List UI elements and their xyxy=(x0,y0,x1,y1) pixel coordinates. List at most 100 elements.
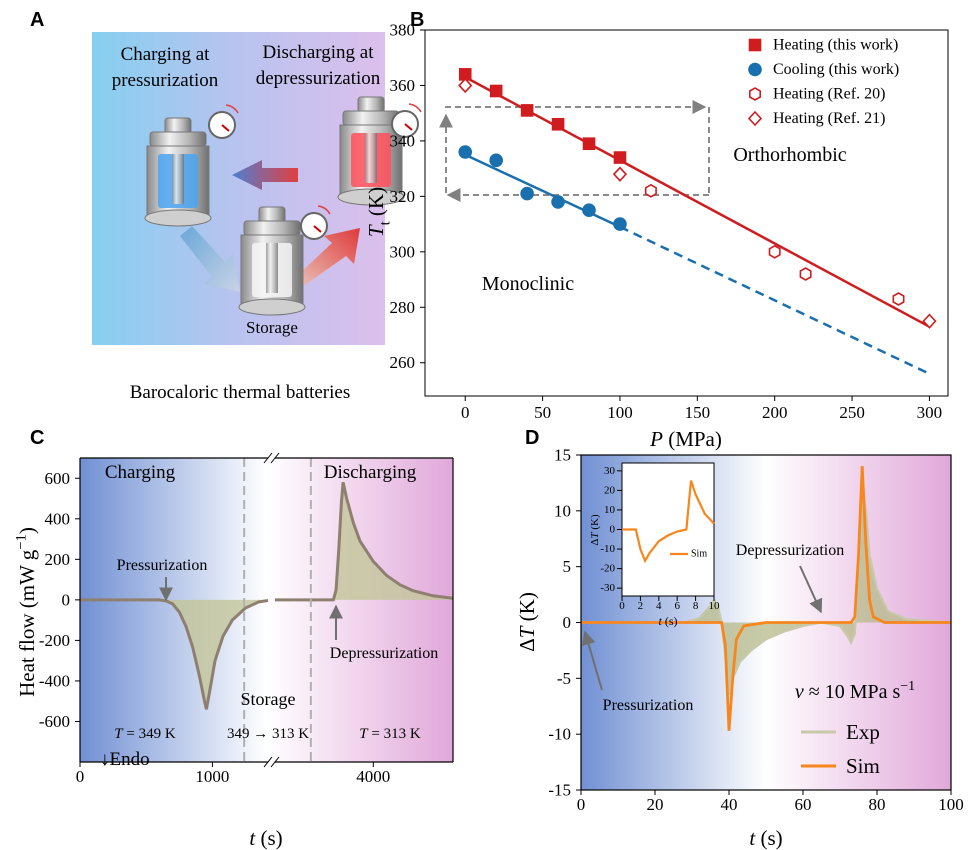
x-axis-label: t (s) xyxy=(249,826,282,850)
cylinder-base xyxy=(337,188,405,206)
x-axis-label: t (s) xyxy=(749,826,782,850)
piston-cap xyxy=(342,110,400,126)
cylinder-rod xyxy=(365,133,377,183)
axis-break xyxy=(263,756,273,768)
marker xyxy=(520,104,534,117)
y-tick-label: 0 xyxy=(62,590,71,609)
gauge-arc xyxy=(408,103,422,113)
label-part: Heat flow (mW g xyxy=(15,549,39,697)
x-tick-label: 4 xyxy=(656,600,662,612)
annotation-arrow xyxy=(581,630,603,691)
annotation: Depressurization xyxy=(330,645,438,662)
marker xyxy=(489,84,503,98)
legend-label: Sim xyxy=(846,754,880,778)
label-part: Δ xyxy=(589,539,601,546)
condition-label: T = 313 K xyxy=(359,726,421,742)
y-tick-label: -400 xyxy=(39,671,70,690)
marker xyxy=(613,217,627,231)
label-part: 349 → 313 K xyxy=(227,726,309,742)
marker xyxy=(582,137,596,150)
y-tick-label: 15 xyxy=(554,446,571,465)
label-part: (K) xyxy=(589,514,601,532)
marker xyxy=(551,117,565,131)
plot-frame xyxy=(424,29,949,397)
marker xyxy=(892,292,905,306)
marker xyxy=(922,313,937,329)
y-tick-label: 320 xyxy=(390,187,416,206)
legend-label: Exp xyxy=(846,720,880,744)
fit-line xyxy=(464,75,930,328)
process-arrow xyxy=(232,160,298,190)
x-axis-label: P (MPa) xyxy=(649,427,722,451)
cylinder-base xyxy=(144,209,212,227)
label-part: (K) xyxy=(515,592,539,626)
y-tick-label: 30 xyxy=(604,465,616,477)
gauge-needle xyxy=(221,124,230,132)
panel-a: A Charging at pressurization Discharging… xyxy=(30,9,422,403)
process-arrow xyxy=(180,226,240,292)
gauge-needle xyxy=(313,225,322,233)
label-part: v xyxy=(795,681,804,703)
label-part: t xyxy=(377,221,393,225)
plot-background xyxy=(80,458,453,762)
x-tick-label: 150 xyxy=(685,403,711,422)
gauge-arc xyxy=(225,104,239,114)
y-axis-label: Heat flow (mW g−1) xyxy=(14,527,39,697)
x-axis-label: t (s) xyxy=(658,614,677,628)
panel-label: C xyxy=(30,427,44,449)
x-tick-label: 4000 xyxy=(356,767,390,786)
x-tick-label: 2 xyxy=(638,600,644,612)
fit-line xyxy=(464,153,621,229)
phase-label: Charging xyxy=(105,462,176,483)
y-tick-label: 360 xyxy=(390,76,416,95)
x-tick-label: 40 xyxy=(721,795,738,814)
marker xyxy=(458,145,473,159)
y-tick-label: -15 xyxy=(548,781,571,800)
cylinder-rod xyxy=(172,154,184,204)
label-part: Δ xyxy=(515,638,539,652)
legend-label: Heating (this work) xyxy=(773,37,898,54)
y-tick-label: 280 xyxy=(390,298,416,317)
annotation: Pressurization xyxy=(117,557,208,574)
region-label: Orthorhombic xyxy=(733,144,846,166)
charging-label: Charging at xyxy=(121,44,211,65)
y-tick-label: 10 xyxy=(554,501,571,520)
marker xyxy=(644,183,657,198)
label-part: t xyxy=(249,826,256,850)
x-tick-label: 50 xyxy=(534,403,551,422)
phase-label: Storage xyxy=(241,689,296,709)
label-part: T xyxy=(364,224,388,237)
y-tick-label: -600 xyxy=(39,712,70,731)
cylinder-base xyxy=(238,298,306,316)
condition-label: 349 → 313 K xyxy=(227,726,309,742)
label-part: t xyxy=(658,614,662,628)
label-part: ) xyxy=(15,527,39,534)
gauge-needle xyxy=(404,123,413,131)
x-tick-label: 100 xyxy=(938,795,964,814)
marker xyxy=(458,77,473,94)
discharging-label: Discharging at xyxy=(263,42,375,63)
label-part: = 313 K xyxy=(368,726,421,742)
endo-label: ↓Endo xyxy=(100,749,150,770)
panel-label: D xyxy=(525,427,539,449)
legend-label: Heating (Ref. 20) xyxy=(773,86,885,103)
label-part: = 349 K xyxy=(123,726,176,742)
axis-break xyxy=(263,452,273,464)
marker xyxy=(613,151,627,164)
cylinder-rod xyxy=(266,243,278,293)
y-tick-label: -10 xyxy=(600,543,615,555)
panel-label: A xyxy=(30,9,44,31)
y-axis-label: Tt (K) xyxy=(364,187,393,237)
label-part: (s) xyxy=(662,614,678,628)
label-part: t xyxy=(749,826,756,850)
inset-frame xyxy=(621,462,715,597)
x-tick-label: 1000 xyxy=(195,767,229,786)
y-tick-label: -20 xyxy=(600,563,615,575)
label-part: ≈ 10 MPa s xyxy=(804,681,901,703)
piston-cap xyxy=(149,131,207,147)
panel-label: B xyxy=(410,9,424,31)
y-tick-label: 340 xyxy=(390,131,416,150)
area xyxy=(80,482,453,710)
x-tick-label: 0 xyxy=(76,767,85,786)
